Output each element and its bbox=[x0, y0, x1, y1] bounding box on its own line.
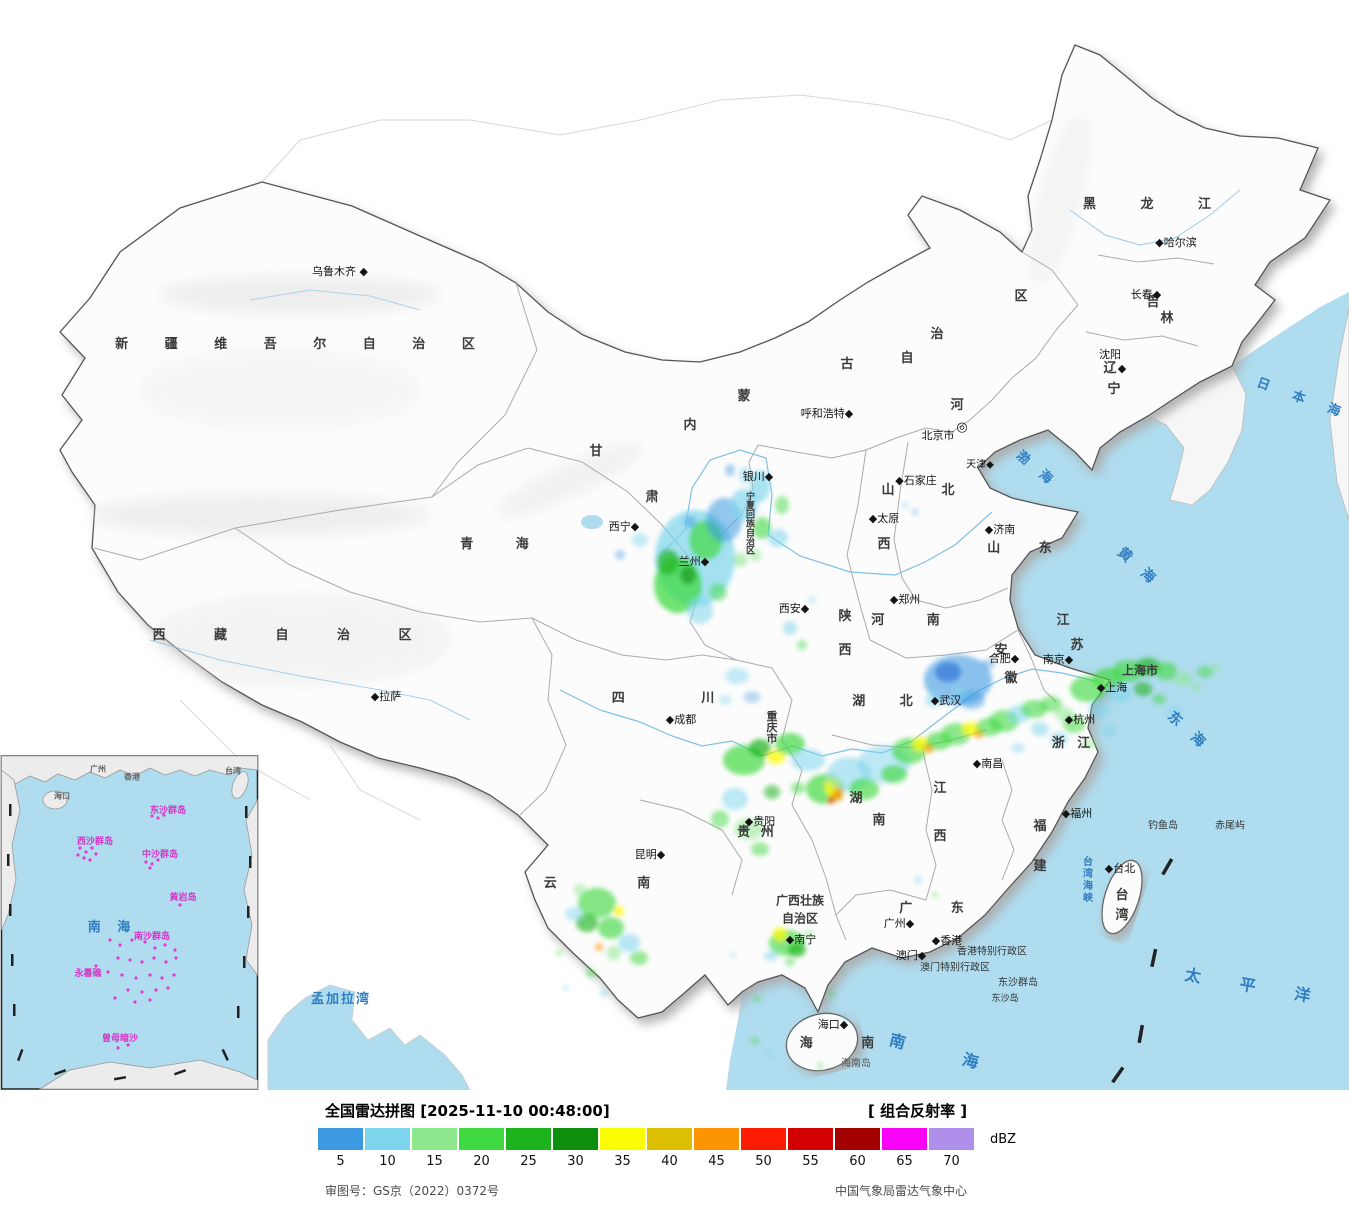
legend-unit: dBZ bbox=[990, 1132, 1017, 1147]
legend-cell bbox=[882, 1128, 927, 1150]
inset-island-dots bbox=[76, 813, 182, 1050]
approval-number: 审图号：GS京（2022）0372号 bbox=[325, 1184, 499, 1198]
nine-dash-line-marks bbox=[1111, 858, 1174, 1084]
legend-cell bbox=[506, 1128, 551, 1150]
taiwan-island bbox=[1101, 859, 1143, 935]
japan-coast-sliver bbox=[1329, 307, 1349, 521]
legend-ticks: 5 10 15 20 25 30 35 40 45 50 55 60 65 70 bbox=[318, 1154, 974, 1169]
legend-cell bbox=[318, 1128, 363, 1150]
legend-tick: 35 bbox=[614, 1154, 631, 1169]
south-china-sea-inset bbox=[0, 755, 259, 1090]
inset-vietnam-coast bbox=[1, 769, 21, 931]
data-source: 中国气象局雷达气象中心 bbox=[835, 1184, 968, 1198]
inset-taiwan bbox=[231, 771, 249, 799]
legend-tick: 10 bbox=[379, 1154, 396, 1169]
legend-cell bbox=[741, 1128, 786, 1150]
map-title: 全国雷达拼图 [2025-11-10 00:48:00] bbox=[325, 1102, 610, 1120]
legend-panel: 全国雷达拼图 [2025-11-10 00:48:00] [ 组合反射率 ] d… bbox=[0, 1090, 1349, 1208]
legend-tick: 60 bbox=[849, 1154, 866, 1169]
radar-map-canvas: 黑 龙 江吉林辽宁内蒙古自治区新 疆 维 吾 尔 自 治 区西 藏 自 治 区青… bbox=[0, 44, 1349, 1090]
legend-colorbar bbox=[318, 1128, 974, 1150]
legend-tick: 5 bbox=[336, 1154, 345, 1169]
legend-tick: 30 bbox=[567, 1154, 584, 1169]
inset-borneo bbox=[38, 1059, 258, 1090]
legend-cell bbox=[647, 1128, 692, 1150]
bay-of-bengal bbox=[267, 984, 471, 1090]
inset-dash-line bbox=[7, 804, 252, 1081]
sea-area bbox=[726, 292, 1349, 1090]
legend-tick: 55 bbox=[802, 1154, 819, 1169]
legend-cell bbox=[412, 1128, 457, 1150]
legend-tick: 50 bbox=[755, 1154, 772, 1169]
legend-tick: 45 bbox=[708, 1154, 725, 1169]
legend-tick: 15 bbox=[426, 1154, 443, 1169]
product-label: [ 组合反射率 ] bbox=[868, 1102, 968, 1120]
legend-cell bbox=[365, 1128, 410, 1150]
legend-cell bbox=[929, 1128, 974, 1150]
radar-echo-layer bbox=[556, 464, 1220, 1069]
province-borders bbox=[93, 251, 1215, 941]
hainan-island bbox=[785, 1012, 859, 1072]
terrain-shading bbox=[90, 112, 1091, 685]
inset-hainan bbox=[42, 790, 68, 810]
inset-coastline bbox=[1, 755, 258, 785]
rivers bbox=[149, 189, 1241, 757]
legend-tick: 65 bbox=[896, 1154, 913, 1169]
legend-cell bbox=[694, 1128, 739, 1150]
legend-tick: 20 bbox=[473, 1154, 490, 1169]
china-map-svg bbox=[0, 44, 1349, 1090]
legend-cell bbox=[788, 1128, 833, 1150]
legend-cell bbox=[835, 1128, 880, 1150]
legend-cell bbox=[553, 1128, 598, 1150]
legend-cell bbox=[600, 1128, 645, 1150]
legend-cell bbox=[459, 1128, 504, 1150]
legend-tick: 70 bbox=[943, 1154, 960, 1169]
legend-tick: 40 bbox=[661, 1154, 678, 1169]
legend-tick: 25 bbox=[520, 1154, 537, 1169]
qinghai-lake bbox=[581, 515, 603, 529]
